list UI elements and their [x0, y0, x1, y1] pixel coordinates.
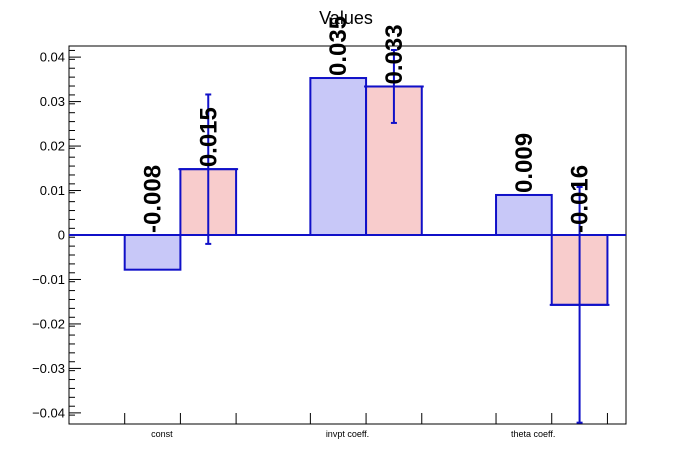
- data-label: 0.033: [381, 24, 408, 84]
- y-tick-label: −0.04: [32, 405, 65, 420]
- y-tick-label: 0.04: [40, 50, 65, 65]
- y-tick-label: −0.01: [32, 272, 65, 287]
- category-label: invpt coeff.: [326, 429, 369, 439]
- data-label: -0.008: [140, 165, 167, 233]
- data-label: -0.016: [567, 165, 594, 233]
- y-tick-label: 0.02: [40, 139, 65, 154]
- category-label: const: [151, 429, 173, 439]
- bar-series1: [309, 77, 368, 236]
- chart-title: Values: [319, 8, 373, 28]
- data-label: 0.009: [511, 133, 538, 193]
- y-tick-label: 0: [58, 228, 65, 243]
- bar-series1: [495, 193, 553, 236]
- y-tick-label: 0.03: [40, 94, 65, 109]
- category-label: theta coeff.: [511, 429, 555, 439]
- y-tick-label: −0.03: [32, 361, 65, 376]
- data-label: 0.035: [325, 16, 352, 76]
- data-label: 0.015: [195, 107, 222, 167]
- y-tick-label: 0.01: [40, 183, 65, 198]
- bar-series1: [123, 234, 182, 271]
- y-tick-label: −0.02: [32, 316, 65, 331]
